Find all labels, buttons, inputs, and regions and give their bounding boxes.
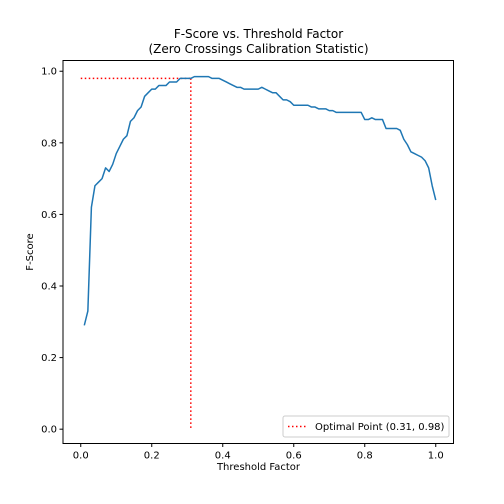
legend-box — [282, 415, 450, 438]
chart-title-line-1: F-Score vs. Threshold Factor — [174, 27, 343, 41]
x-tick-label: 0.4 — [215, 451, 231, 462]
chart-title-line-2: (Zero Crossings Calibration Statistic) — [148, 42, 368, 56]
y-tick-label: 0.2 — [41, 353, 57, 364]
x-tick-label: 0.8 — [357, 451, 373, 462]
x-tick-label: 0.2 — [144, 451, 160, 462]
y-tick-label: 0.4 — [41, 282, 57, 293]
y-tick-label: 1.0 — [41, 67, 57, 78]
x-tick-label: 0.6 — [286, 451, 302, 462]
x-tick-label: 1.0 — [428, 451, 444, 462]
x-axis-label: Threshold Factor — [216, 462, 301, 473]
y-tick-label: 0.8 — [41, 138, 57, 149]
y-tick-label: 0.6 — [41, 210, 57, 221]
plot-frame — [62, 60, 454, 444]
legend: Optimal Point (0.31, 0.98) — [282, 415, 450, 438]
y-axis-label: F-Score — [25, 233, 36, 270]
legend-optimal-point-label: Optimal Point (0.31, 0.98) — [315, 422, 445, 433]
f-score-line — [83, 75, 437, 326]
x-tick-label: 0.0 — [73, 451, 89, 462]
y-tick-label: 0.0 — [41, 425, 57, 436]
plot-area: 0.0 0.2 0.4 0.6 0.8 1.0 0.0 0.2 0.4 0.6 0.8 1.0 — [41, 67, 444, 462]
